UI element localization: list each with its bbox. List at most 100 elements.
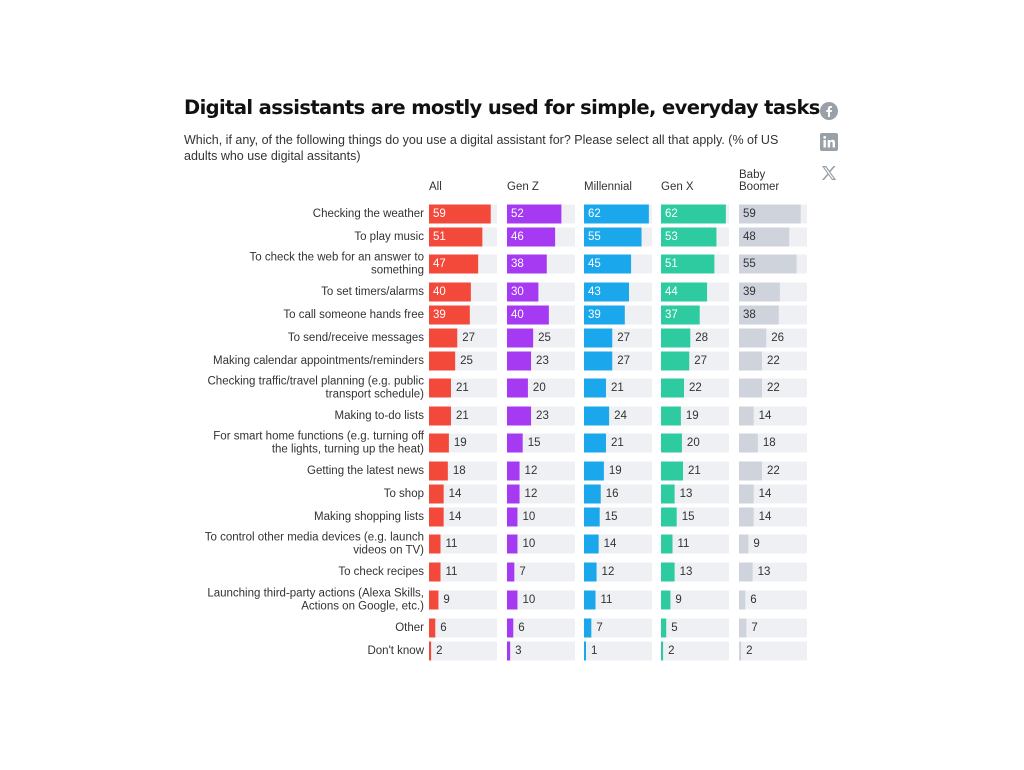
bar — [661, 461, 683, 481]
data-label: 37 — [665, 309, 678, 321]
bar — [584, 227, 642, 247]
data-label: 62 — [665, 208, 678, 220]
data-label: 27 — [694, 355, 707, 367]
x-twitter-share-button[interactable] — [819, 163, 839, 183]
data-label: 14 — [449, 511, 462, 523]
bar-track — [429, 534, 497, 554]
bar — [661, 227, 717, 247]
bar-track — [739, 406, 807, 426]
data-label: 14 — [759, 511, 772, 523]
bar — [429, 562, 441, 582]
data-label: 21 — [611, 437, 624, 449]
row-label: For smart home functions (e.g. turning o… — [213, 431, 425, 443]
data-label: 9 — [675, 594, 681, 606]
data-label: 26 — [771, 332, 784, 344]
bar-track — [739, 484, 807, 504]
data-label: 7 — [751, 622, 757, 634]
data-label: 22 — [689, 382, 702, 394]
data-label: 27 — [617, 332, 630, 344]
column-header: Gen Z — [507, 181, 539, 193]
bar — [429, 406, 451, 426]
data-label: 59 — [433, 208, 446, 220]
bar — [584, 406, 610, 426]
bar — [661, 305, 700, 325]
data-label: 15 — [605, 511, 618, 523]
bar — [661, 484, 675, 504]
bar-track — [584, 534, 652, 554]
bar — [507, 227, 556, 247]
bar — [584, 562, 597, 582]
bar — [584, 590, 596, 610]
bar — [507, 562, 515, 582]
data-label: 28 — [695, 332, 708, 344]
bar-track — [739, 562, 807, 582]
data-label: 14 — [604, 538, 617, 550]
facebook-share-button[interactable] — [819, 101, 839, 121]
bar — [429, 305, 470, 325]
bar — [584, 461, 604, 481]
linkedin-share-button[interactable] — [819, 132, 839, 152]
bar — [661, 282, 708, 302]
row-label: To check the web for an answer to — [249, 252, 424, 264]
row-label: Making to-do lists — [335, 410, 425, 422]
data-label: 21 — [688, 465, 701, 477]
bar-track — [739, 641, 807, 661]
data-label: 13 — [680, 488, 693, 500]
data-label: 22 — [767, 355, 780, 367]
bar-track — [661, 507, 729, 527]
bar — [429, 378, 451, 398]
bar — [429, 282, 471, 302]
data-label: 16 — [606, 488, 619, 500]
data-label: 1 — [591, 645, 597, 657]
bar-track — [429, 641, 497, 661]
bar — [429, 507, 444, 527]
data-label: 22 — [767, 465, 780, 477]
data-label: 20 — [687, 437, 700, 449]
data-label: 51 — [665, 258, 678, 270]
data-label: 47 — [433, 258, 446, 270]
bar-track — [739, 534, 807, 554]
data-label: 27 — [462, 332, 475, 344]
row-label: To shop — [384, 488, 424, 500]
bar-track — [507, 433, 575, 453]
data-label: 12 — [602, 566, 615, 578]
bar — [739, 351, 763, 371]
data-label: 5 — [671, 622, 677, 634]
bar — [507, 378, 528, 398]
bar — [584, 328, 613, 348]
data-label: 11 — [601, 594, 613, 606]
bar — [584, 204, 649, 224]
data-label: 15 — [682, 511, 695, 523]
bar — [507, 641, 511, 661]
row-label: videos on TV) — [353, 545, 424, 557]
data-label: 9 — [443, 594, 449, 606]
data-label: 55 — [588, 231, 601, 243]
data-label: 2 — [436, 645, 442, 657]
bar — [739, 282, 780, 302]
bar — [507, 590, 518, 610]
x-twitter-icon — [821, 166, 837, 180]
bar — [661, 534, 673, 554]
bar — [661, 378, 685, 398]
bar-track — [584, 562, 652, 582]
data-label: 9 — [753, 538, 759, 550]
data-label: 11 — [678, 538, 690, 550]
bar-track — [429, 484, 497, 504]
data-label: 19 — [686, 410, 699, 422]
data-label: 46 — [511, 231, 524, 243]
bar-track — [584, 641, 652, 661]
bar — [661, 641, 664, 661]
data-label: 23 — [536, 410, 549, 422]
data-label: 43 — [588, 286, 601, 298]
bar — [661, 433, 682, 453]
data-label: 15 — [528, 437, 541, 449]
bar-track — [739, 507, 807, 527]
bar — [429, 534, 441, 554]
data-label: 14 — [449, 488, 462, 500]
bar — [739, 618, 747, 638]
row-label: Checking traffic/travel planning (e.g. p… — [208, 376, 425, 388]
bar-track — [661, 641, 729, 661]
data-label: 21 — [611, 382, 624, 394]
bar — [739, 433, 758, 453]
